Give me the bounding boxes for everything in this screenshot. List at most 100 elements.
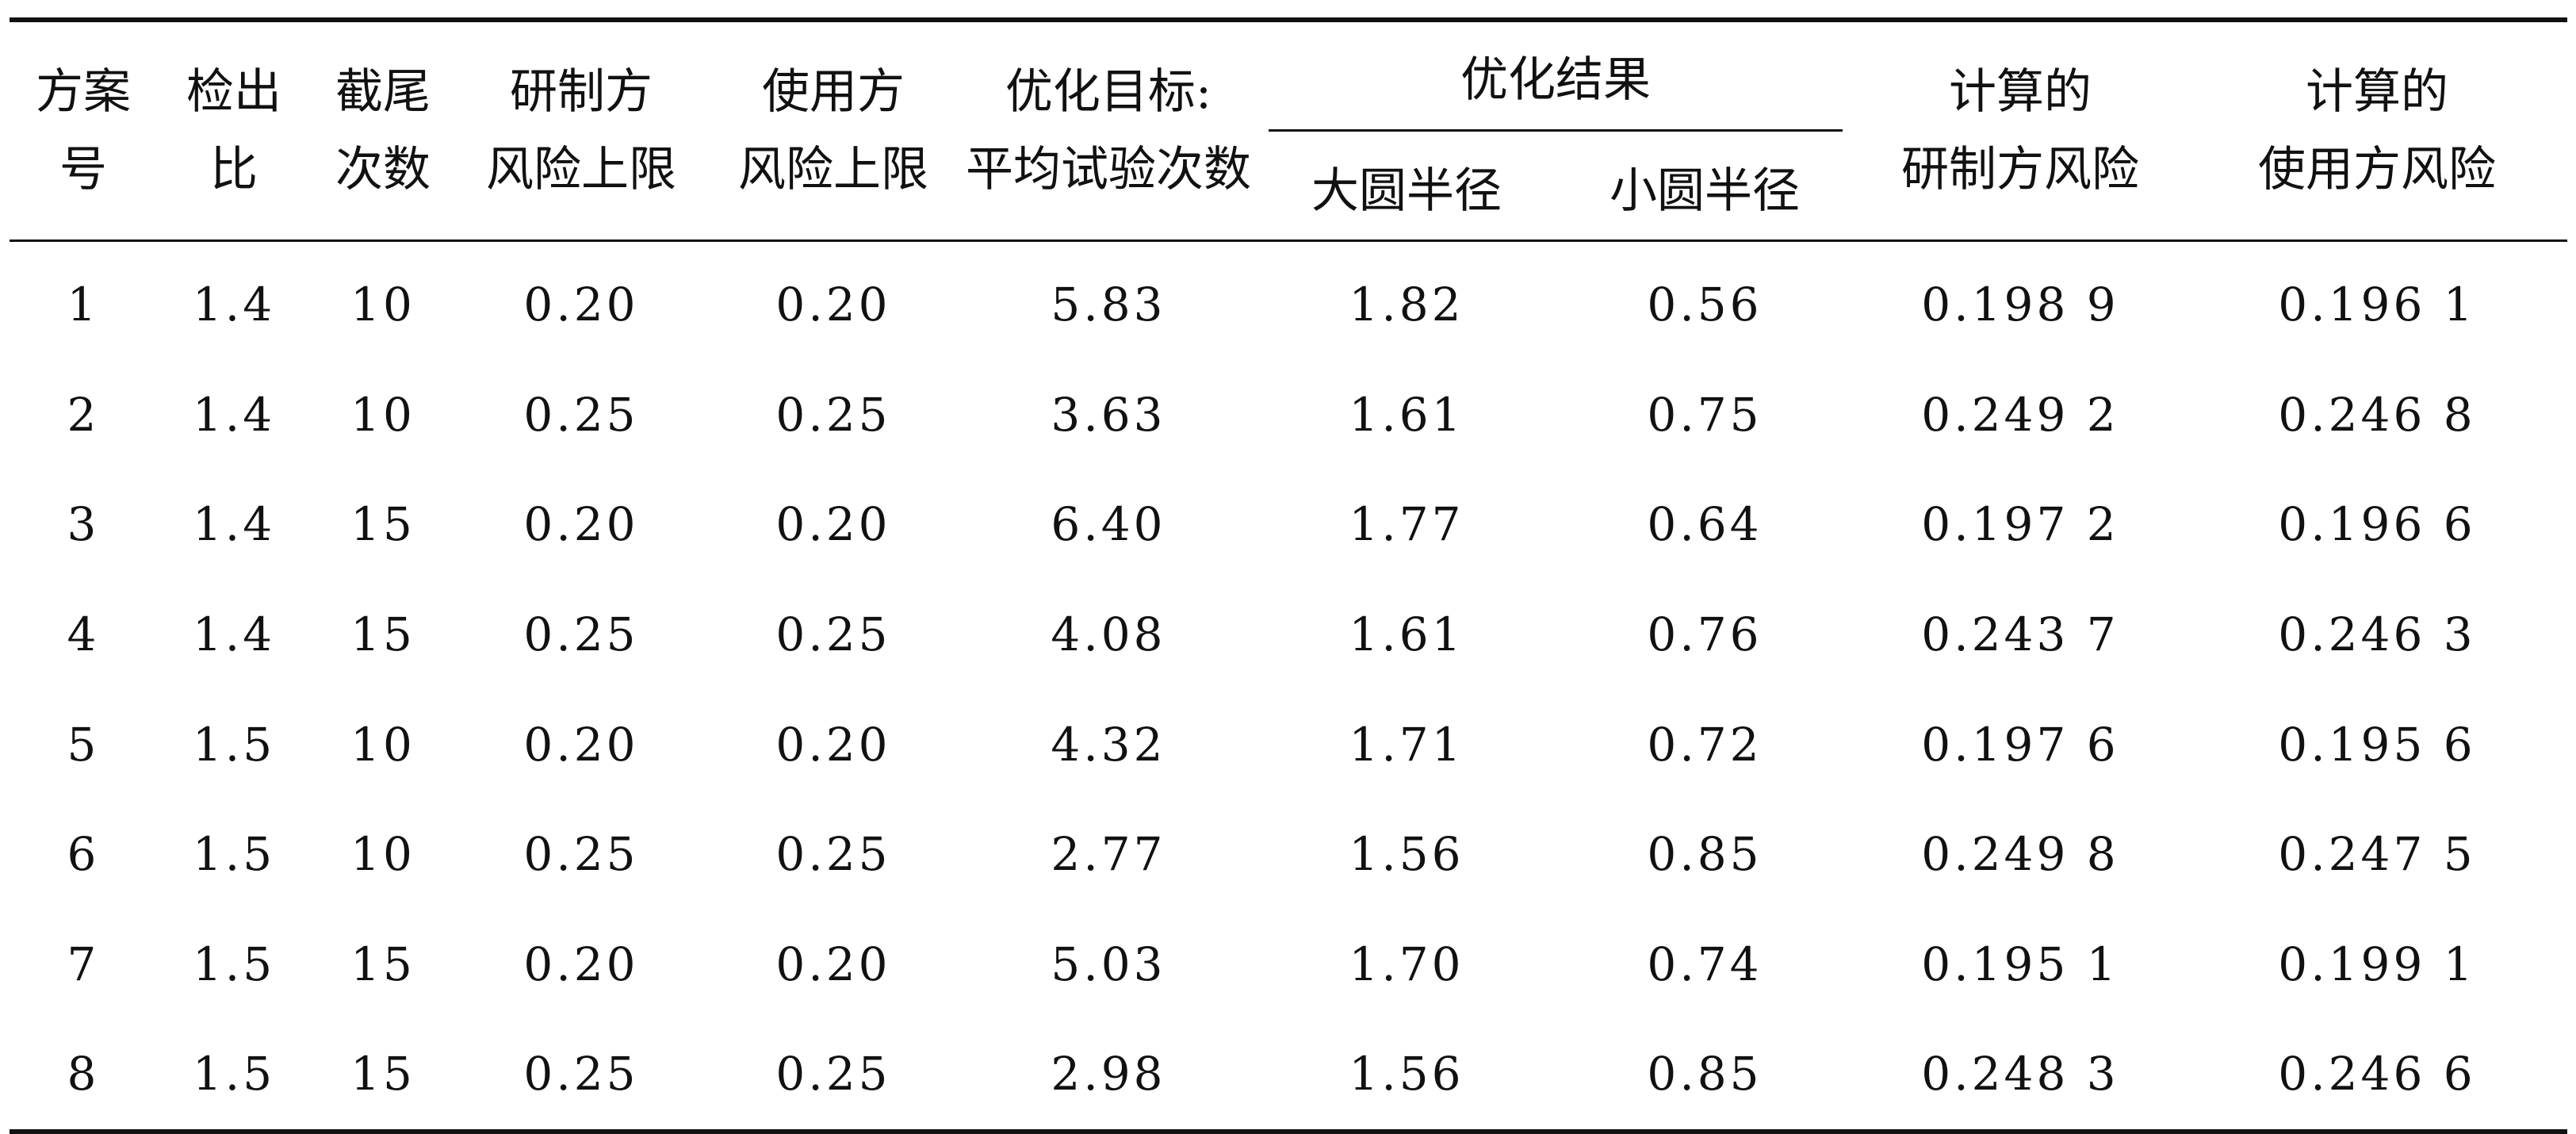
table-row: 1 1.4 10 0.20 0.20 5.83 1.82 0.56 0.198 9 0.196 1 — [10, 241, 2567, 360]
small-radius-cell: 0.56 — [1647, 278, 1763, 332]
header-calc-consumer-risk-line1: 计算的 — [2306, 64, 2448, 120]
detect-ratio-cell: 1.5 — [192, 1047, 276, 1101]
header-objective-line2: 平均试验次数 — [966, 142, 1251, 197]
table-row: 5 1.5 10 0.20 0.20 4.32 1.71 0.72 0.197 6 0.195 6 — [10, 689, 2567, 799]
detect-ratio-cell: 1.4 — [192, 497, 276, 552]
header-calc-producer-risk: 计算的 研制方风险 — [1854, 20, 2187, 242]
header-calc-consumer-risk-line2: 使用方风险 — [2258, 142, 2496, 197]
header-truncation-line2: 次数 — [335, 142, 431, 197]
header-detect-ratio-line2: 比 — [210, 142, 258, 197]
header-row-1: 方案 号 检出 比 截尾 次数 研制方 风险上限 使用方 风险上限 — [10, 20, 2567, 242]
consumer-risk-limit-cell: 0.25 — [775, 387, 891, 442]
avg-tests-cell: 2.77 — [1051, 827, 1166, 882]
header-truncation-line1: 截尾 — [335, 64, 431, 120]
big-radius-cell: 1.70 — [1349, 937, 1464, 991]
header-detect-ratio: 检出 比 — [157, 20, 311, 242]
avg-tests-cell: 2.98 — [1051, 1047, 1166, 1101]
table-body: 1 1.4 10 0.20 0.20 5.83 1.82 0.56 0.198 9 0.196 1… — [10, 241, 2567, 1132]
producer-risk-limit-cell: 0.20 — [523, 717, 639, 772]
calc-consumer-risk-cell: 0.196 6 — [2278, 497, 2476, 552]
detect-ratio-cell: 1.4 — [192, 607, 276, 662]
consumer-risk-limit-cell: 0.20 — [775, 937, 891, 991]
header-consumer-risk-limit-line1: 使用方 — [762, 64, 905, 120]
calc-producer-risk-cell: 0.197 6 — [1921, 717, 2119, 772]
table-row: 8 1.5 15 0.25 0.25 2.98 1.56 0.85 0.248 3 0.246 6 — [10, 1019, 2567, 1132]
producer-risk-limit-cell: 0.20 — [523, 497, 639, 552]
header-result-group: 优化结果 — [1257, 20, 1854, 130]
scheme-no-cell: 8 — [67, 1047, 100, 1101]
calc-producer-risk-cell: 0.197 2 — [1921, 497, 2119, 552]
small-radius-cell: 0.74 — [1647, 937, 1763, 991]
small-radius-cell: 0.85 — [1647, 1047, 1763, 1101]
calc-producer-risk-cell: 0.198 9 — [1921, 278, 2119, 332]
consumer-risk-limit-cell: 0.25 — [775, 607, 891, 662]
detect-ratio-cell: 1.5 — [192, 717, 276, 772]
avg-tests-cell: 6.40 — [1051, 497, 1166, 552]
table-header: 方案 号 检出 比 截尾 次数 研制方 风险上限 使用方 风险上限 — [10, 20, 2567, 242]
big-radius-cell: 1.56 — [1349, 1047, 1464, 1101]
table-row: 2 1.4 10 0.25 0.25 3.63 1.61 0.75 0.249 2 0.246 8 — [10, 360, 2567, 470]
consumer-risk-limit-cell: 0.20 — [775, 717, 891, 772]
truncation-cell: 15 — [350, 937, 415, 991]
producer-risk-limit-cell: 0.20 — [523, 937, 639, 991]
header-detect-ratio-line1: 检出 — [186, 64, 281, 120]
detect-ratio-cell: 1.5 — [192, 827, 276, 882]
producer-risk-limit-cell: 0.25 — [523, 827, 639, 882]
small-radius-cell: 0.72 — [1647, 717, 1763, 772]
detect-ratio-cell: 1.4 — [192, 387, 276, 442]
avg-tests-cell: 4.08 — [1051, 607, 1166, 662]
avg-tests-cell: 5.03 — [1051, 937, 1166, 991]
truncation-cell: 15 — [350, 1047, 415, 1101]
calc-consumer-risk-cell: 0.196 1 — [2278, 278, 2476, 332]
big-radius-cell: 1.71 — [1349, 717, 1464, 772]
optimization-results-table: 方案 号 检出 比 截尾 次数 研制方 风险上限 使用方 风险上限 — [10, 17, 2567, 1134]
calc-producer-risk-cell: 0.243 7 — [1921, 607, 2119, 662]
optimization-results-table-container: 方案 号 检出 比 截尾 次数 研制方 风险上限 使用方 风险上限 — [10, 17, 2567, 1134]
header-row-2: 大圆半径 小圆半径 — [10, 130, 2567, 242]
header-truncation: 截尾 次数 — [311, 20, 455, 242]
truncation-cell: 10 — [350, 717, 415, 772]
consumer-risk-limit-cell: 0.20 — [775, 278, 891, 332]
table-row: 3 1.4 15 0.20 0.20 6.40 1.77 0.64 0.197 2 0.196 6 — [10, 469, 2567, 580]
header-calc-producer-risk-line1: 计算的 — [1949, 64, 2092, 120]
truncation-cell: 10 — [350, 278, 415, 332]
big-radius-cell: 1.56 — [1349, 827, 1464, 882]
avg-tests-cell: 4.32 — [1051, 717, 1166, 772]
header-consumer-risk-limit-line2: 风险上限 — [738, 142, 928, 197]
calc-producer-risk-cell: 0.249 2 — [1921, 387, 2119, 442]
header-scheme-no-line1: 方案 — [36, 64, 131, 120]
truncation-cell: 10 — [350, 387, 415, 442]
scheme-no-cell: 7 — [67, 937, 100, 991]
header-producer-risk-limit: 研制方 风险上限 — [455, 20, 707, 242]
scheme-no-cell: 6 — [67, 827, 100, 882]
consumer-risk-limit-cell: 0.25 — [775, 827, 891, 882]
calc-consumer-risk-cell: 0.246 3 — [2278, 607, 2476, 662]
producer-risk-limit-cell: 0.25 — [523, 607, 639, 662]
calc-producer-risk-cell: 0.195 1 — [1921, 937, 2119, 991]
producer-risk-limit-cell: 0.25 — [523, 387, 639, 442]
consumer-risk-limit-cell: 0.25 — [775, 1047, 891, 1101]
table-row: 4 1.4 15 0.25 0.25 4.08 1.61 0.76 0.243 7 0.246 3 — [10, 580, 2567, 690]
scheme-no-cell: 2 — [67, 387, 100, 442]
producer-risk-limit-cell: 0.25 — [523, 1047, 639, 1101]
header-big-radius: 大圆半径 — [1257, 130, 1556, 242]
truncation-cell: 15 — [350, 607, 415, 662]
producer-risk-limit-cell: 0.20 — [523, 278, 639, 332]
header-calc-consumer-risk: 计算的 使用方风险 — [2187, 20, 2567, 242]
big-radius-cell: 1.82 — [1349, 278, 1464, 332]
detect-ratio-cell: 1.5 — [192, 937, 276, 991]
scheme-no-cell: 5 — [67, 717, 100, 772]
calc-consumer-risk-cell: 0.246 6 — [2278, 1047, 2476, 1101]
avg-tests-cell: 5.83 — [1051, 278, 1166, 332]
scheme-no-cell: 4 — [67, 607, 100, 662]
header-objective-line1: 优化目标: — [1005, 64, 1212, 120]
table-row: 7 1.5 15 0.20 0.20 5.03 1.70 0.74 0.195 1 0.199 1 — [10, 910, 2567, 1020]
calc-consumer-risk-cell: 0.195 6 — [2278, 717, 2476, 772]
calc-consumer-risk-cell: 0.246 8 — [2278, 387, 2476, 442]
calc-producer-risk-cell: 0.248 3 — [1921, 1047, 2119, 1101]
truncation-cell: 10 — [350, 827, 415, 882]
scheme-no-cell: 3 — [67, 497, 100, 552]
header-objective: 优化目标: 平均试验次数 — [959, 20, 1257, 242]
header-consumer-risk-limit: 使用方 风险上限 — [707, 20, 959, 242]
scheme-no-cell: 1 — [67, 278, 100, 332]
